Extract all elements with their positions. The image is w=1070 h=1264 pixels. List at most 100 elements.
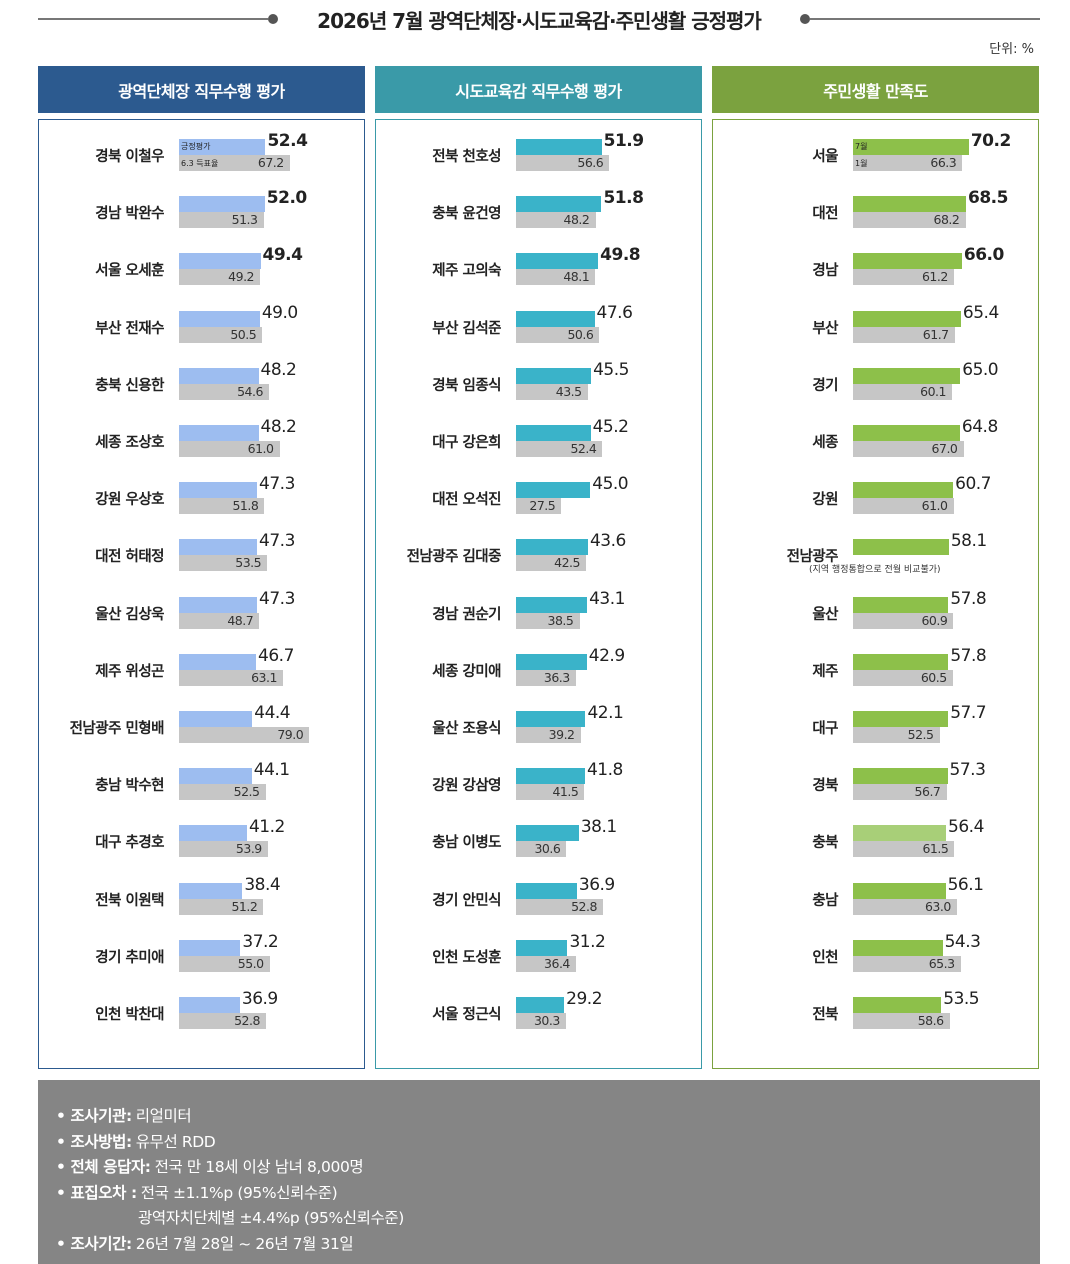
bar-current: [516, 425, 591, 441]
bar-current: [179, 596, 258, 613]
chart-row: 전북 천호성 51.9 56.6: [376, 131, 701, 177]
category-label: 세종: [812, 435, 838, 451]
bar-previous: [516, 555, 587, 572]
bar-current: [516, 653, 587, 670]
bar-previous: [516, 727, 581, 743]
bar-previous: [853, 612, 954, 629]
value-label-previous: 55.0: [237, 955, 264, 971]
category-label: 충북 윤건영: [432, 206, 501, 223]
value-label-previous: 63.1: [251, 669, 277, 685]
bar-current: [516, 253, 599, 270]
bar-current: [516, 711, 586, 727]
value-label-previous: 38.5: [547, 612, 574, 628]
value-label-previous: 42.5: [554, 555, 580, 571]
bar-current: [179, 367, 259, 384]
category-label: 제주 고의숙: [432, 263, 501, 280]
bar-current: [853, 768, 948, 785]
value-label-current: 51.9: [603, 131, 644, 151]
bar-current: [179, 997, 240, 1013]
category-label: 부산 전재수: [95, 320, 164, 337]
chart-row: 전남광주 민형배 44.4 79.0: [39, 703, 364, 749]
bar-previous: [853, 441, 964, 457]
bar-current: [516, 139, 602, 155]
chart-row: 대구 57.7 52.5: [713, 703, 1038, 749]
bar-current: 7월: [853, 139, 969, 155]
value-label-previous: 53.9: [235, 841, 262, 857]
category-label: 전북: [812, 1007, 838, 1023]
value-label-current: 36.9: [241, 989, 278, 1009]
value-label-previous: 61.7: [922, 326, 949, 342]
bar-current: [516, 882, 577, 899]
category-label: 울산 조용식: [432, 721, 501, 737]
category-label: 전남광주 김대중: [406, 549, 502, 566]
value-label-previous: 41.5: [552, 784, 579, 800]
value-label-current: 57.3: [949, 760, 986, 781]
bar-current: [853, 425, 960, 441]
chart-row: 대구 강은희 45.2 52.4: [376, 417, 701, 463]
bar-previous: [179, 955, 270, 972]
chart-row: 경남 66.0 61.2: [713, 245, 1038, 291]
bar-current: [853, 939, 943, 956]
chart-row: 부산 김석준 47.6 50.6: [376, 303, 701, 349]
value-label-current: 66.0: [963, 245, 1004, 266]
value-label-previous: 39.2: [548, 727, 575, 742]
value-label-current: 70.2: [970, 131, 1011, 151]
footer-text: 광역자치단체별 ±4.4%p (95%신뢰수준): [138, 1209, 404, 1227]
value-label-current: 47.6: [596, 302, 633, 323]
bar-previous: [179, 784, 266, 801]
chart-row: 전남광주 58.1 (지역 행정통합으로 전월 비교불가): [713, 531, 1038, 577]
bar-current: [853, 310, 961, 327]
category-label: 경북 이철우: [95, 149, 164, 165]
value-label-previous: 51.3: [231, 212, 258, 228]
value-label-current: 44.4: [254, 703, 291, 723]
value-label-current: 44.1: [253, 760, 290, 781]
category-label: 경남 권순기: [432, 606, 501, 623]
value-label-current: 29.2: [566, 989, 603, 1009]
bar-current: [853, 367, 961, 384]
bar-previous: [179, 669, 284, 686]
value-label-previous: 50.6: [567, 326, 594, 342]
value-label-previous: 65.3: [928, 955, 955, 971]
bar-previous: [516, 269, 596, 286]
panel-satisfaction-chart: 서울 7월 70.2 1월 66.3 대전 68.5 68.2 경남 66.0 61.2 부산 65.4…: [712, 119, 1039, 1069]
category-label: 세종 조상호: [95, 435, 164, 451]
category-label: 세종 강미애: [432, 663, 501, 680]
chart-row: 인천 54.3 65.3: [713, 932, 1038, 978]
chart-row: 서울 정근식 29.2 30.3: [376, 989, 701, 1035]
bar-current: [179, 425, 259, 441]
chart-row: 강원 60.7 61.0: [713, 474, 1038, 520]
value-label-previous: 52.8: [571, 898, 597, 914]
bar-current: [179, 768, 252, 785]
bar-current: [516, 539, 588, 556]
category-label: 울산: [812, 606, 838, 623]
category-label: 대전 오석진: [432, 492, 501, 509]
value-label-current: 49.8: [600, 245, 641, 266]
chart-row: 충북 56.4 61.5: [713, 817, 1038, 863]
value-label-current: 60.7: [955, 474, 991, 495]
footer-label: • 조사기관:: [56, 1107, 132, 1125]
category-label: 울산 김상욱: [95, 606, 164, 623]
category-label: 대구: [812, 721, 838, 737]
bar-previous: [516, 441, 603, 457]
value-label-previous: 51.8: [232, 498, 259, 514]
bar-current: [853, 596, 949, 613]
bar-previous: [179, 326, 263, 343]
value-label-previous: 49.2: [228, 269, 255, 285]
survey-info-footer: • 조사기관: 리얼미터 • 조사방법: 유무선 RDD • 전체 응답자: 전국 만 1…: [38, 1080, 1040, 1264]
bar-current: [179, 653, 257, 670]
value-label-previous: 36.4: [544, 955, 570, 971]
title-dot-left: [268, 14, 278, 24]
panel-header-satisfaction: 주민생활 만족도: [712, 66, 1039, 113]
value-label-current: 31.2: [569, 931, 606, 952]
bar-current: [853, 997, 942, 1013]
category-label: 대구 강은희: [432, 435, 501, 451]
bar-current: [853, 539, 949, 556]
value-label-current: 46.7: [258, 645, 294, 666]
panel-header-superintendent: 시도교육감 직무수행 평가: [375, 66, 702, 113]
bar-current: [179, 939, 241, 956]
footer-line: • 조사기관: 리얼미터: [56, 1104, 1040, 1130]
bar-previous: [179, 727, 310, 743]
category-label: 대전 허태정: [95, 549, 164, 566]
category-label: 강원: [812, 492, 838, 509]
bar-previous: [853, 669, 953, 686]
